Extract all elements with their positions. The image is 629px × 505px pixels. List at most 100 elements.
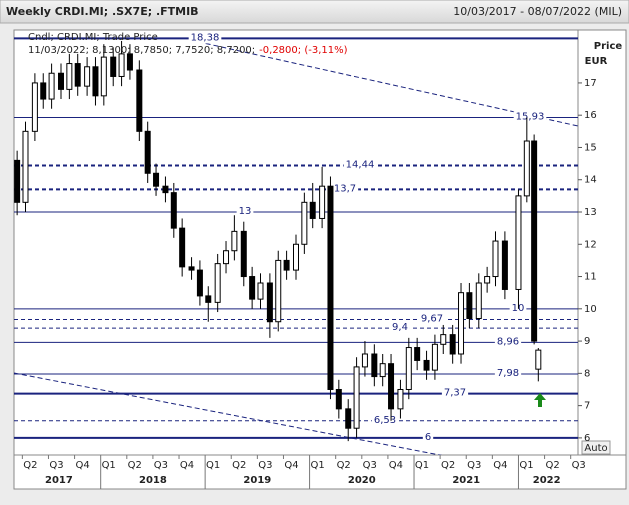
candle-body [501,240,508,290]
y-tick-label: 11 [584,272,597,283]
x-tick-label: Q3 [572,460,586,471]
candle-body [379,363,386,378]
candle-body [275,259,282,323]
candle-body [188,266,195,271]
candle-body [353,366,360,429]
x-tick-label: Q3 [467,460,481,471]
last-change: -0,2800; (-3,11%) [259,45,347,56]
candle-body [179,227,186,268]
candle-body [92,66,99,97]
candle-body [335,388,342,410]
candle-body [48,72,55,100]
level-label-bg [188,32,222,44]
level-label-bg [236,206,254,218]
candle-body [118,53,125,77]
x-tick-label: Q3 [154,460,168,471]
y-tick-label: 15 [584,142,597,153]
level-label-bg [331,183,359,195]
candle-body [535,349,542,370]
y-axis-unit: EUR [585,56,608,67]
candle-body [84,66,91,87]
x-tick-label: Q3 [258,460,272,471]
x-tick-label: Q2 [337,460,351,471]
x-tick-label: Q4 [284,460,298,471]
last-info: 11/03/2022; 8,1300; 8,7850; 7,7520; 8,72… [28,45,255,56]
candle-body [266,282,273,323]
level-label: 9,67 [421,313,443,324]
level-label: 18,38 [191,32,220,43]
x-tick-label: Q2 [545,460,559,471]
trendlines [14,39,578,455]
auto-button[interactable] [581,440,611,455]
candle-body [231,230,238,252]
x-tick-label: Q1 [519,460,533,471]
y-tick-label: 9 [584,336,590,347]
y-tick-label: 14 [584,175,597,186]
candle-body [14,159,21,203]
x-axis-area [13,454,627,490]
y-tick-label: 16 [584,110,597,121]
level-label: 6,53 [374,415,396,426]
x-tick-label: Q4 [389,460,403,471]
x-tick-label: Q2 [128,460,142,471]
signal-arrow [534,393,546,407]
candle-body [170,192,177,229]
candle-body [136,69,143,132]
x-tick-label: Q4 [75,460,89,471]
candle-body [388,363,395,410]
candle-body [515,195,522,290]
candle-body [449,334,456,355]
candle-body [301,201,308,245]
level-label-bg [494,368,522,380]
level-label-bg [422,431,434,443]
candle-body [40,82,47,100]
x-tick-label: Q3 [49,460,63,471]
level-label: 13,7 [334,183,356,194]
level-label: 14,44 [346,160,375,171]
y-axis-title: Price [594,41,623,52]
candle-body [458,292,465,355]
year-label: 2017 [45,475,73,486]
candle-body [475,282,482,319]
level-label: 13 [239,206,252,217]
year-label: 2018 [139,475,167,486]
candle-body [249,276,256,300]
candle-body [31,82,38,132]
level-label: 9,4 [392,322,408,333]
candle-body [293,243,299,271]
level-label-bg [343,159,377,171]
candle-body [257,282,264,300]
x-tick-label: Q2 [441,460,455,471]
candle-body [523,140,530,197]
candle-body [327,185,334,390]
candle-body [144,130,151,174]
candle-body [100,56,107,97]
trendline [14,372,443,455]
candle-body [492,240,499,278]
y-tick-label: 12 [584,239,597,250]
candle-body [431,343,438,371]
candle-body [371,353,378,378]
y-tick-label: 7 [584,401,590,412]
candle-body [58,72,64,90]
candle-body [223,250,230,265]
candle-body [214,263,221,303]
y-tick-label: 10 [584,304,597,315]
candle-body [283,259,290,271]
y-tick-label: 8 [584,368,590,379]
candle-body [196,269,203,297]
candle-body [205,295,212,303]
candle-body [309,201,316,219]
x-tick-label: Q3 [363,460,377,471]
candle-body [240,230,247,278]
candle-body [466,292,473,319]
level-label: 7,98 [497,368,519,379]
header-bar [0,0,629,24]
y-tick-label: 13 [584,207,597,218]
y-tick-label: 6 [584,433,590,444]
candle-body [153,172,160,187]
auto-button-label[interactable]: Auto [584,443,607,454]
candle-body [110,56,117,77]
level-label-bg [418,313,446,325]
